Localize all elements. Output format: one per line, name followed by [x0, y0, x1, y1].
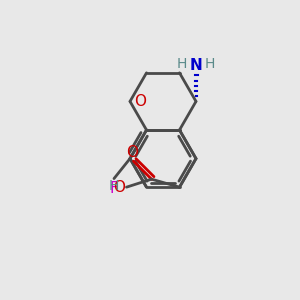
Text: N: N [190, 58, 202, 74]
Text: H: H [108, 179, 119, 193]
Text: O: O [134, 94, 146, 109]
Text: O: O [113, 180, 125, 195]
Text: F: F [110, 181, 118, 196]
Text: H: H [177, 57, 187, 71]
Text: H: H [205, 57, 215, 71]
Text: O: O [127, 145, 139, 160]
